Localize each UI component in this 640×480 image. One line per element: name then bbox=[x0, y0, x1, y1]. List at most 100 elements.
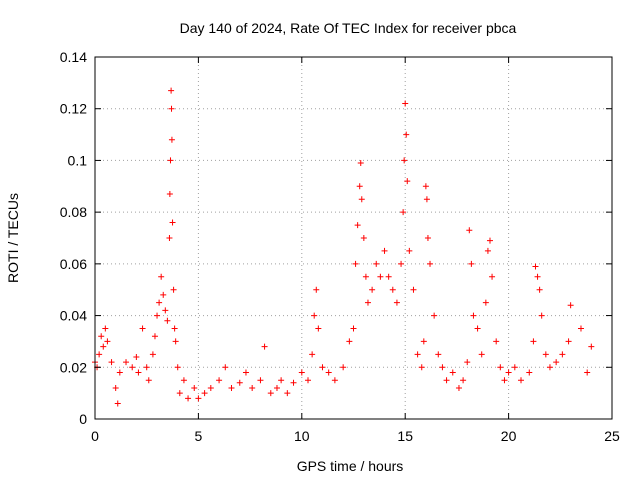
y-tick-label: 0.1 bbox=[68, 152, 88, 168]
data-point bbox=[534, 273, 541, 280]
data-point bbox=[135, 369, 142, 376]
data-point bbox=[156, 299, 163, 306]
data-points bbox=[92, 87, 595, 407]
data-point bbox=[164, 317, 171, 324]
data-point bbox=[530, 338, 537, 345]
data-point bbox=[369, 286, 376, 293]
data-point bbox=[362, 273, 369, 280]
plot-frame bbox=[94, 56, 613, 420]
grid bbox=[95, 57, 612, 419]
data-point bbox=[154, 312, 161, 319]
y-tick-label: 0.02 bbox=[60, 359, 87, 375]
data-point bbox=[168, 105, 175, 112]
data-point bbox=[526, 369, 533, 376]
data-point bbox=[143, 364, 150, 371]
data-point bbox=[360, 235, 367, 241]
data-point bbox=[449, 369, 456, 376]
data-point bbox=[96, 351, 103, 358]
data-point bbox=[474, 325, 481, 332]
data-point bbox=[406, 247, 413, 254]
data-point bbox=[290, 379, 297, 386]
data-point bbox=[377, 273, 384, 280]
data-point bbox=[129, 364, 136, 371]
x-axis-label: GPS time / hours bbox=[297, 458, 404, 474]
axis-ticks: 0 0.02 0.04 0.06 0.08 0.1 0.12 0.14 0 5 10 15 20 25 bbox=[60, 49, 620, 444]
data-point bbox=[381, 247, 388, 254]
data-point bbox=[195, 395, 202, 402]
data-point bbox=[497, 364, 504, 371]
data-point bbox=[315, 325, 322, 332]
data-point bbox=[489, 273, 496, 280]
data-point bbox=[357, 160, 364, 167]
data-point bbox=[201, 390, 208, 397]
data-point bbox=[443, 377, 450, 384]
data-point bbox=[171, 325, 178, 332]
data-point bbox=[242, 369, 249, 376]
data-point bbox=[486, 237, 493, 244]
data-point bbox=[455, 384, 462, 391]
data-point bbox=[482, 299, 489, 306]
data-point bbox=[145, 377, 152, 384]
data-point bbox=[478, 351, 485, 358]
data-point bbox=[331, 377, 338, 384]
data-point bbox=[364, 299, 371, 306]
data-point bbox=[350, 325, 357, 332]
data-point bbox=[102, 325, 109, 332]
x-tick-label: 25 bbox=[604, 428, 620, 444]
data-point bbox=[139, 325, 146, 332]
data-point bbox=[249, 384, 256, 391]
data-point bbox=[236, 379, 243, 386]
data-point bbox=[403, 131, 410, 138]
data-point bbox=[567, 302, 574, 309]
x-tick-label: 0 bbox=[91, 428, 99, 444]
data-point bbox=[584, 369, 591, 376]
data-point bbox=[354, 222, 361, 229]
data-point bbox=[493, 338, 500, 345]
data-point bbox=[588, 343, 595, 350]
data-point bbox=[166, 235, 173, 241]
data-point bbox=[505, 369, 512, 376]
data-point bbox=[468, 260, 475, 267]
data-point bbox=[112, 384, 119, 391]
data-point bbox=[559, 351, 566, 358]
data-point bbox=[191, 384, 198, 391]
data-point bbox=[284, 390, 291, 397]
data-point bbox=[123, 359, 130, 366]
data-point bbox=[176, 390, 183, 397]
data-point bbox=[180, 377, 187, 384]
x-tick-label: 10 bbox=[294, 428, 310, 444]
data-point bbox=[216, 377, 223, 384]
data-point bbox=[518, 377, 525, 384]
data-point bbox=[257, 377, 264, 384]
data-point bbox=[185, 395, 192, 402]
y-tick-label: 0.14 bbox=[60, 49, 87, 65]
data-point bbox=[373, 260, 380, 267]
chart-title: Day 140 of 2024, Rate Of TEC Index for r… bbox=[180, 20, 517, 36]
data-point bbox=[385, 273, 392, 280]
y-axis-label: ROTI / TECUs bbox=[5, 193, 21, 283]
data-point bbox=[423, 196, 430, 203]
data-point bbox=[565, 338, 572, 345]
data-point bbox=[400, 209, 407, 216]
data-point bbox=[160, 291, 167, 298]
data-point bbox=[464, 359, 471, 366]
x-tick-label: 5 bbox=[195, 428, 203, 444]
data-point bbox=[427, 260, 434, 267]
data-point bbox=[169, 219, 176, 226]
data-point bbox=[319, 364, 326, 371]
data-point bbox=[538, 312, 545, 319]
data-point bbox=[162, 307, 169, 314]
data-point bbox=[273, 384, 280, 391]
data-point bbox=[460, 377, 467, 384]
data-point bbox=[484, 247, 491, 254]
data-point bbox=[398, 260, 405, 267]
x-tick-label: 20 bbox=[501, 428, 517, 444]
data-point bbox=[151, 333, 158, 340]
data-point bbox=[172, 338, 179, 345]
data-point bbox=[158, 273, 165, 280]
data-point bbox=[546, 364, 553, 371]
data-point bbox=[358, 196, 365, 203]
